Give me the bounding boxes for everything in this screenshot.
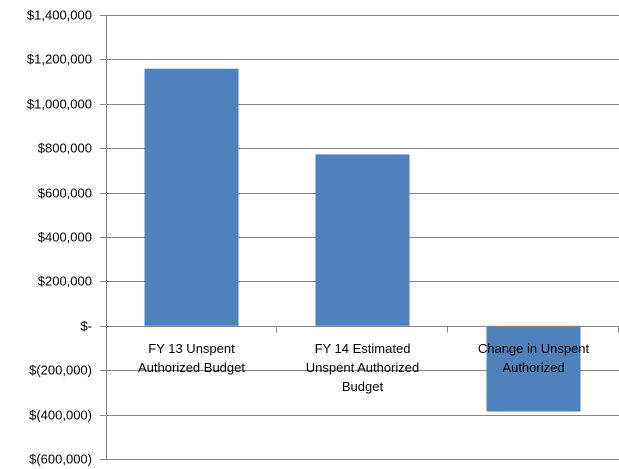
bar: [315, 154, 410, 326]
bars: [144, 68, 581, 412]
bar: [486, 325, 581, 412]
y-tick-label: $800,000: [38, 141, 92, 156]
y-tick-label: $(600,000): [29, 452, 92, 467]
y-tick-label: $400,000: [38, 230, 92, 245]
y-tick-label: $1,200,000: [27, 52, 92, 67]
y-tick-label: $(200,000): [29, 363, 92, 378]
bar: [144, 68, 239, 326]
y-tick-label: $-: [80, 319, 92, 334]
y-tick-label: $(400,000): [29, 408, 92, 423]
category-labels: FY 13 Unspent Authorized Budget FY 14 Esti…: [138, 341, 590, 394]
y-tick-label: $1,000,000: [27, 97, 92, 112]
y-tick-label: $1,400,000: [27, 8, 92, 23]
category-label: Change in Unspent Authorized: [478, 341, 590, 375]
category-label: FY 14 Estimated Unspent Authorized Budget: [306, 341, 419, 394]
category-label: FY 13 Unspent Authorized Budget: [138, 341, 245, 375]
y-tick-label: $200,000: [38, 274, 92, 289]
y-tick-label: $600,000: [38, 186, 92, 201]
y-tick-labels: $1,400,000 $1,200,000 $1,000,000 $800,000 $6…: [27, 8, 92, 467]
